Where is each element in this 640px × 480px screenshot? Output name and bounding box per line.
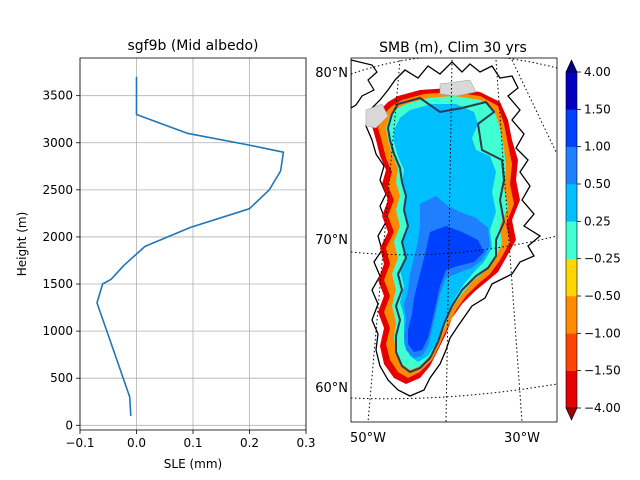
colorbar-tick-label: 4.00 (584, 65, 611, 79)
left-series (96, 76, 285, 416)
colorbar-segment (566, 370, 577, 409)
series-line (96, 76, 285, 416)
x-tick-label: 0.0 (127, 436, 146, 450)
y-tick-label: 1000 (42, 324, 73, 338)
x-tick-label: 0.3 (296, 436, 315, 450)
graticule-30W (495, 59, 523, 422)
left-y-axis-label: Height (m) (15, 212, 29, 277)
graticule-50W (367, 59, 401, 422)
colorbar-under-extend (565, 407, 578, 421)
coastline-canada (351, 59, 378, 109)
map-frame (350, 57, 558, 423)
colorbar-tick-label: −1.50 (584, 364, 621, 378)
colorbar-tick-label: 1.50 (584, 102, 611, 116)
y-tick-label: 1500 (42, 277, 73, 291)
y-tick-label: 3500 (42, 89, 73, 103)
colorbar-tick-label: 0.50 (584, 177, 611, 191)
colorbar-tick-label: 1.00 (584, 140, 611, 154)
colorbar-segment (566, 184, 577, 222)
colorbar-segment (566, 258, 577, 297)
lon-label-30w: 30°W (504, 431, 540, 446)
y-tick-label: 500 (50, 371, 73, 385)
left-x-axis-label: SLE (mm) (164, 457, 222, 471)
x-tick-label: 0.1 (183, 436, 202, 450)
x-tick-label: −0.1 (65, 436, 94, 450)
colorbar-segment (566, 146, 577, 185)
colorbar-tick-label: −4.00 (584, 401, 621, 415)
colorbar-tick-label: −0.50 (584, 289, 621, 303)
missing-data-area-north (439, 79, 477, 97)
graticule-40W (445, 59, 453, 422)
graticule-20W (511, 59, 557, 155)
graticule-80N (351, 58, 557, 75)
smb-map: SMB (m), Clim 30 yrs (315, 40, 558, 446)
colorbar: −4.00 −1.50 −1.00 −0.50 −0.25 0.25 0.50 1.00 1.5… (565, 59, 621, 421)
colorbar-tick-label: −0.25 (584, 252, 621, 266)
x-tick-label: 0.2 (240, 436, 259, 450)
sle-height-chart: −0.1 0.0 0.1 0.2 0.3 0 500 1000 1500 2000 2500 300… (15, 38, 316, 471)
colorbar-over-extend (565, 59, 578, 73)
graticule-70N (351, 235, 557, 256)
accumulation-zone-dark-blue (408, 226, 484, 352)
colorbar-segment (566, 333, 577, 371)
lon-label-50w: 50°W (350, 431, 386, 446)
left-chart-title: sgf9b (Mid albedo) (127, 38, 258, 54)
colorbar-tick-label: −1.00 (584, 326, 621, 340)
lat-label-80n: 80°N (315, 66, 348, 81)
y-tick-label: 2000 (42, 230, 73, 244)
y-tick-label: 0 (65, 418, 73, 432)
y-tick-label: 2500 (42, 183, 73, 197)
colorbar-segment (566, 296, 577, 334)
colorbar-frame (565, 71, 578, 409)
colorbar-segment (566, 72, 577, 110)
smb-zero-contour (386, 96, 506, 374)
colorbar-tick-label: 0.25 (584, 214, 611, 228)
colorbar-segment (566, 221, 577, 259)
y-tick-label: 3000 (42, 136, 73, 150)
left-grid (79, 58, 307, 430)
map-title: SMB (m), Clim 30 yrs (379, 40, 527, 56)
left-x-ticks: −0.1 0.0 0.1 0.2 0.3 (65, 430, 316, 450)
left-y-ticks: 0 500 1000 1500 2000 2500 3000 3500 (42, 89, 80, 432)
missing-data-area (365, 103, 389, 129)
graticule-60N (351, 383, 557, 400)
colorbar-segment (566, 109, 577, 147)
lat-label-60n: 60°N (315, 381, 348, 396)
lat-label-70n: 70°N (315, 233, 348, 248)
